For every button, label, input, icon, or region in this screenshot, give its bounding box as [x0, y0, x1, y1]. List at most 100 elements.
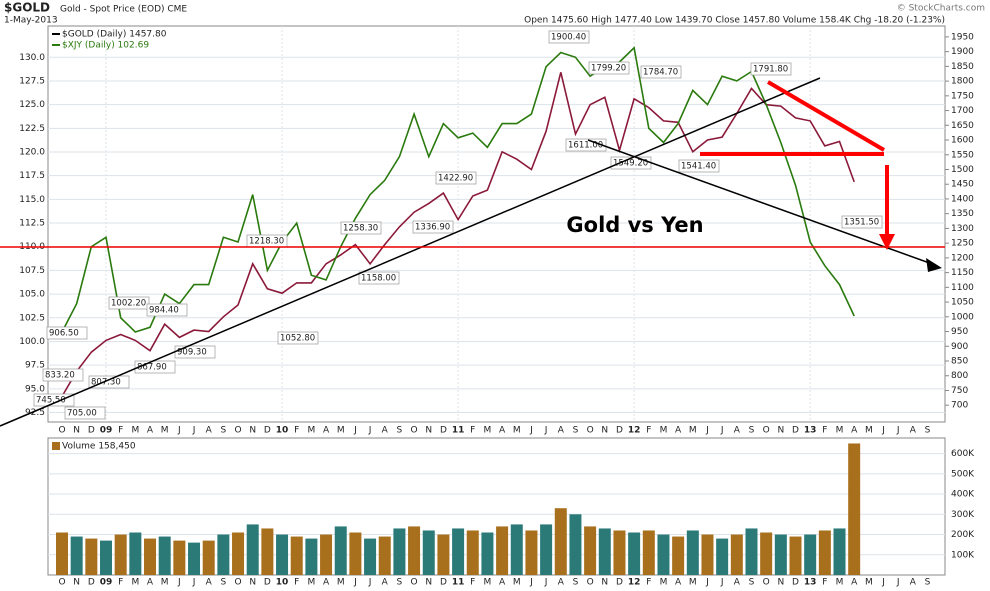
x-tick-label: F — [470, 578, 475, 588]
point-label-box — [108, 296, 150, 310]
x-tick-label: 10 — [276, 426, 289, 436]
point-label: 1791.80 — [753, 65, 788, 75]
annotation: Gold vs Yen — [566, 213, 703, 237]
x-tick-label: M — [660, 426, 668, 436]
price-panel — [47, 25, 946, 423]
y-tick-label: 120.0 — [19, 148, 45, 158]
arrow-head — [879, 234, 895, 250]
x-tick-label: J — [529, 426, 533, 436]
x-tick-label: F — [118, 578, 123, 588]
x-tick-label: M — [836, 578, 844, 588]
y2-tick-label: 1050 — [951, 298, 974, 308]
point-label: 1422.90 — [438, 174, 473, 184]
x-tick-label: M — [161, 426, 169, 436]
volume-bar — [760, 532, 773, 575]
volume-bar — [686, 530, 699, 575]
y2-tick-label: 1950 — [951, 32, 974, 42]
volume-bar — [56, 532, 68, 575]
y-tick-label: 500K — [951, 469, 975, 479]
volume-bar — [100, 540, 113, 575]
volume-bar — [701, 534, 714, 575]
x-tick-label: 11 — [452, 426, 465, 436]
volume-bar — [349, 532, 362, 575]
y2-tick-label: 1800 — [951, 77, 974, 87]
x-tick-label: M — [513, 426, 521, 436]
x-tick-label: M — [836, 426, 844, 436]
x-tick-label: 13 — [804, 426, 817, 436]
y-tick-label: 105.0 — [19, 290, 45, 300]
chart-date: 1-May-2013 — [4, 16, 58, 26]
point-label-box — [358, 271, 400, 285]
point-label-box — [565, 138, 607, 152]
point-label: 909.30 — [177, 348, 207, 358]
x-tick-label: J — [881, 578, 885, 588]
x-tick-label: N — [249, 578, 256, 588]
volume-bar — [408, 526, 421, 575]
x-tick-label: M — [131, 426, 139, 436]
x-tick-label: M — [865, 578, 873, 588]
volume-bar — [305, 538, 318, 575]
x-tick-label: 09 — [100, 578, 113, 588]
volume-bar — [188, 542, 201, 575]
point-label: 1052.80 — [280, 334, 315, 344]
point-label-box — [588, 61, 630, 75]
volume-bar — [642, 530, 655, 575]
point-label: 745.50 — [36, 396, 66, 406]
x-tick-label: D — [616, 578, 623, 588]
x-tick-label: J — [720, 578, 724, 588]
y2-tick-label: 1550 — [951, 150, 974, 160]
x-tick-label: A — [147, 578, 154, 588]
x-tick-label: 11 — [452, 578, 465, 588]
y2-tick-label: 800 — [951, 371, 968, 381]
x-tick-label: 09 — [100, 426, 113, 436]
y2-tick-label: 850 — [951, 357, 968, 367]
x-tick-label: J — [177, 578, 181, 588]
x-tick-label: M — [660, 578, 668, 588]
x-tick-label: D — [792, 426, 799, 436]
volume-bar — [833, 528, 846, 575]
x-tick-label: F — [822, 578, 827, 588]
point-label-box — [64, 406, 106, 420]
point-label: 807.30 — [91, 378, 121, 388]
y2-tick-label: 1750 — [951, 91, 974, 101]
volume-bar — [510, 524, 523, 575]
x-tick-label: J — [720, 426, 724, 436]
x-tick-label: M — [308, 578, 316, 588]
x-tick-label: J — [192, 426, 196, 436]
volume-bar — [217, 534, 230, 575]
y2-tick-label: 1650 — [951, 121, 974, 131]
x-tick-label: F — [294, 578, 299, 588]
point-label: 906.50 — [49, 329, 79, 339]
x-tick-label: J — [353, 578, 357, 588]
point-label: 833.20 — [45, 371, 75, 381]
x-tick-label: D — [88, 578, 95, 588]
resistance-line — [766, 80, 886, 152]
x-tick-label: N — [249, 426, 256, 436]
x-tick-label: M — [689, 426, 697, 436]
x-tick-label: A — [323, 426, 330, 436]
point-label-box — [340, 221, 382, 235]
chart-title: $GOLD — [4, 1, 50, 15]
x-tick-label: A — [734, 578, 741, 588]
y2-tick-label: 1150 — [951, 268, 974, 278]
volume-bar — [540, 524, 553, 575]
y-tick-label: 92.5 — [25, 408, 45, 418]
volume-bar — [848, 443, 861, 575]
x-tick-label: O — [587, 426, 594, 436]
point-label-box — [841, 215, 883, 229]
point-label: 1900.40 — [551, 33, 586, 43]
point-label: 867.90 — [137, 363, 167, 373]
x-tick-label: 12 — [628, 578, 641, 588]
volume-bar — [276, 534, 289, 575]
point-label: 1336.90 — [415, 223, 450, 233]
volume-bar — [261, 528, 274, 575]
y2-tick-label: 1600 — [951, 136, 974, 146]
x-tick-label: D — [264, 578, 271, 588]
y2-tick-label: 1350 — [951, 209, 974, 219]
y2-tick-label: 1000 — [951, 312, 974, 322]
volume-bar — [466, 530, 479, 575]
x-tick-label: J — [529, 578, 533, 588]
x-tick-label: O — [411, 578, 418, 588]
